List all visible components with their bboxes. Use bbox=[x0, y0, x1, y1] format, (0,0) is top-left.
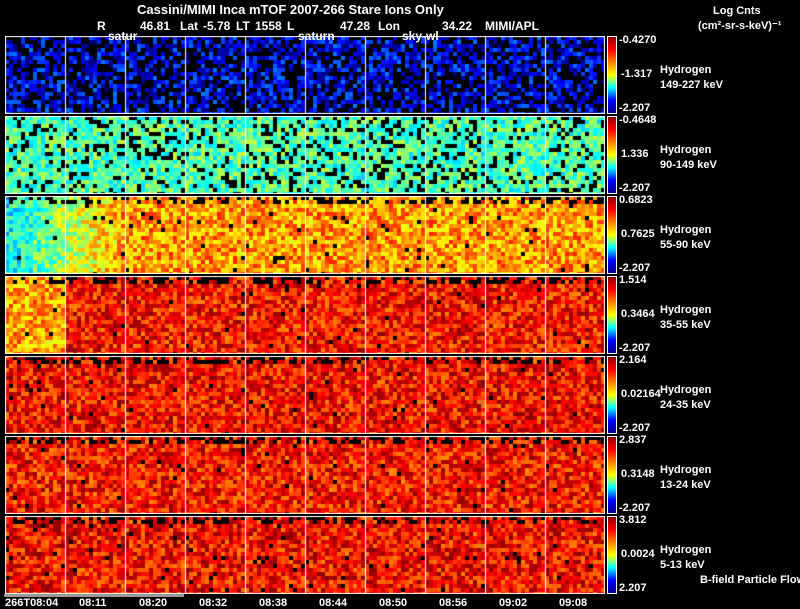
colorbar-cmax-label: -0.4270 bbox=[619, 34, 657, 46]
annotation-satur: satur bbox=[108, 29, 138, 43]
colorbar-cmin-label: -2.207 bbox=[619, 422, 651, 434]
lat-label: Lat bbox=[180, 19, 198, 33]
colorbar-cmax-label: 2.164 bbox=[619, 354, 647, 366]
energy-label: 149-227 keV bbox=[660, 79, 723, 91]
lat-value: -5.78 bbox=[203, 19, 231, 33]
species-label: Hydrogen bbox=[660, 304, 712, 316]
heatmap-panel-6 bbox=[5, 516, 605, 594]
heatmap-panel-4 bbox=[5, 356, 605, 434]
footer-note: B-field Particle Flow bbox=[700, 574, 800, 586]
data-source: MIMI/APL bbox=[485, 19, 539, 33]
colorbar-0 bbox=[607, 36, 617, 114]
r-label: R bbox=[97, 19, 106, 33]
x-tick-label: 08:20 bbox=[139, 597, 168, 609]
lon-value: 34.22 bbox=[442, 19, 473, 33]
colorbar-cmax-label: 0.6823 bbox=[619, 194, 653, 206]
colorbar-cmax-label: -0.4648 bbox=[619, 114, 657, 126]
colorbar-cmax-label: 1.514 bbox=[619, 274, 647, 286]
colorbar-1 bbox=[607, 116, 617, 194]
colorbar-cmin-label: -2.207 bbox=[619, 502, 651, 514]
x-tick-label: 08:11 bbox=[79, 597, 107, 609]
colorbar-cmid-label: 0.0024 bbox=[621, 548, 655, 560]
heatmap-panel-0 bbox=[5, 36, 605, 114]
colorbar-6 bbox=[607, 516, 617, 594]
energy-label: 24-35 keV bbox=[660, 399, 711, 411]
x-tick-label: 08:50 bbox=[379, 597, 408, 609]
species-label: Hydrogen bbox=[660, 144, 712, 156]
l-value: 47.28 bbox=[340, 19, 371, 33]
x-tick-label: 266T08:04 bbox=[5, 597, 59, 609]
colorbar-cmin-label: -2.207 bbox=[619, 262, 651, 274]
species-label: Hydrogen bbox=[660, 64, 712, 76]
colorbar-2 bbox=[607, 196, 617, 274]
colorbar-cmid-label: 0.3148 bbox=[621, 468, 655, 480]
colorbar-4 bbox=[607, 356, 617, 434]
species-label: Hydrogen bbox=[660, 464, 712, 476]
units-line2: (cm²-sr-s-keV)⁻¹ bbox=[698, 20, 782, 32]
plot-title: Cassini/MIMI Inca mTOF 2007-266 Stare Io… bbox=[137, 2, 444, 17]
annotation-sky: sky-wl bbox=[402, 29, 439, 43]
units-line1: Log Cnts bbox=[713, 5, 761, 17]
x-tick-label: 09:08 bbox=[559, 597, 588, 609]
colorbar-cmid-label: 0.02164 bbox=[621, 388, 661, 400]
x-tick-label: 08:32 bbox=[199, 597, 228, 609]
annotation-saturn: saturn bbox=[298, 29, 335, 43]
species-label: Hydrogen bbox=[660, 224, 712, 236]
species-label: Hydrogen bbox=[660, 544, 712, 556]
colorbar-cmin-label: -2.207 bbox=[619, 182, 651, 194]
x-tick-label: 08:44 bbox=[319, 597, 348, 609]
x-tick-label: 08:38 bbox=[259, 597, 288, 609]
x-tick-label: 09:02 bbox=[499, 597, 528, 609]
colorbar-cmid-label: 0.3464 bbox=[621, 308, 655, 320]
energy-label: 55-90 keV bbox=[660, 239, 711, 251]
x-tick-label: 08:56 bbox=[439, 597, 468, 609]
l-label: L bbox=[287, 19, 295, 33]
colorbar-5 bbox=[607, 436, 617, 514]
colorbar-cmax-label: 3.812 bbox=[619, 514, 647, 526]
species-label: Hydrogen bbox=[660, 384, 712, 396]
lt-label: LT bbox=[236, 19, 250, 33]
heatmap-panel-1 bbox=[5, 116, 605, 194]
energy-label: 90-149 keV bbox=[660, 159, 717, 171]
colorbar-cmin-label: -2.207 bbox=[619, 342, 651, 354]
lt-value: 1558 bbox=[255, 19, 282, 33]
data-coverage-bar bbox=[4, 594, 184, 597]
heatmap-panel-2 bbox=[5, 196, 605, 274]
colorbar-cmax-label: 2.837 bbox=[619, 434, 647, 446]
heatmap-panel-3 bbox=[5, 276, 605, 354]
colorbar-cmid-label: -1.317 bbox=[621, 68, 653, 80]
colorbar-3 bbox=[607, 276, 617, 354]
colorbar-cmin-label: 2.207 bbox=[619, 582, 647, 594]
heatmap-panel-5 bbox=[5, 436, 605, 514]
energy-label: 13-24 keV bbox=[660, 479, 711, 491]
colorbar-cmid-label: 1.336 bbox=[621, 148, 649, 160]
energy-label: 5-13 keV bbox=[660, 559, 705, 571]
energy-label: 35-55 keV bbox=[660, 319, 711, 331]
colorbar-cmin-label: -2.207 bbox=[619, 102, 651, 114]
lon-label: Lon bbox=[378, 19, 400, 33]
colorbar-cmid-label: 0.7625 bbox=[621, 228, 655, 240]
r-value: 46.81 bbox=[140, 19, 171, 33]
